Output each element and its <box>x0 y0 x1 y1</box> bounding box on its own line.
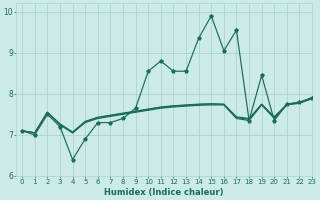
X-axis label: Humidex (Indice chaleur): Humidex (Indice chaleur) <box>104 188 224 197</box>
